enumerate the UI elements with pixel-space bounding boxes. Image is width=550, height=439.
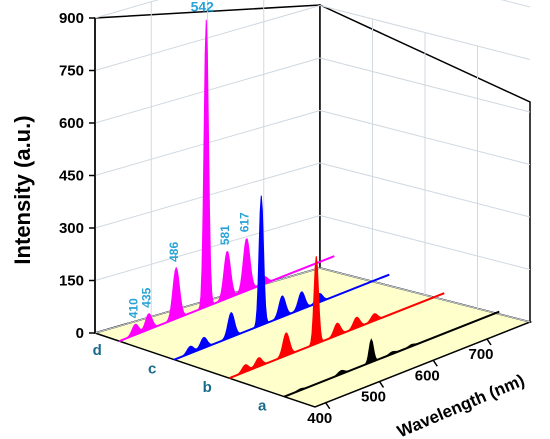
x-tick-label: 600 — [415, 367, 440, 384]
series-b-baseline — [228, 292, 445, 380]
peak-label-410: 410 — [126, 298, 140, 318]
series-d-baseline — [118, 255, 335, 343]
grid-line-side — [500, 0, 531, 8]
peak-label-617: 617 — [238, 212, 252, 232]
series-a-baseline — [283, 310, 500, 398]
peak-label-435: 435 — [140, 287, 154, 307]
grid-line-back — [94, 0, 160, 19]
y-tick-label: 600 — [59, 115, 84, 132]
x-tick-mark — [432, 359, 438, 367]
x-tick-label: 400 — [307, 410, 332, 427]
depth-label-a: a — [258, 398, 267, 415]
y-tick-label: 0 — [76, 325, 84, 342]
y-axis-title: Intensity (a.u.) — [10, 115, 35, 264]
x-tick-label: 700 — [468, 346, 493, 363]
depth-ticks: a b c d — [93, 342, 267, 415]
depth-label-d: d — [93, 342, 102, 359]
x-tick-mark — [378, 381, 385, 388]
x-ticks: 400 500 600 700 — [307, 338, 494, 427]
y-tick-label: 900 — [59, 10, 84, 27]
x-tick-label: 500 — [361, 389, 386, 406]
series-c-baseline — [173, 273, 390, 361]
y-ticks: 0 150 300 450 600 750 900 — [59, 10, 95, 342]
y-tick-label: 450 — [59, 168, 84, 185]
series-layer — [118, 19, 500, 398]
y-tick-label: 150 — [59, 273, 84, 290]
depth-label-c: c — [148, 361, 156, 378]
peak-label-581: 581 — [218, 225, 232, 245]
x-tick-mark — [486, 338, 492, 346]
y-tick-label: 300 — [59, 220, 84, 237]
y-tick-label: 750 — [59, 63, 84, 80]
depth-label-b: b — [203, 379, 212, 396]
peak-label-542: 542 — [191, 0, 215, 15]
x-tick-mark — [325, 402, 331, 410]
peak-label-486: 486 — [167, 242, 181, 262]
